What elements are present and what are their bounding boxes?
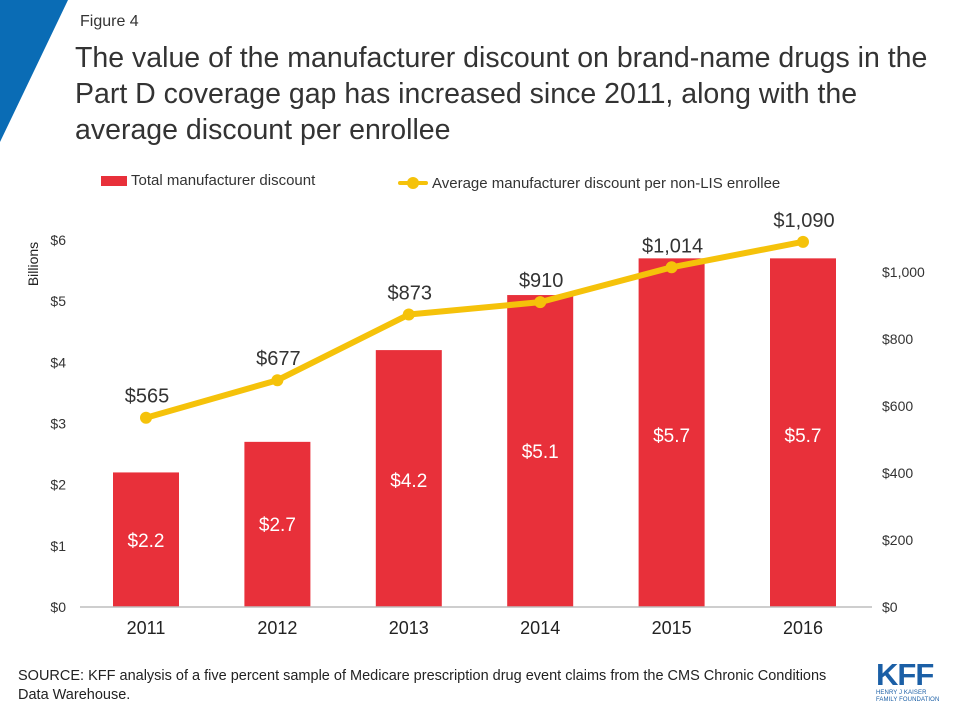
bar-data-label: $2.7 <box>259 515 296 536</box>
logo-line-1: HENRY J KAISER <box>876 690 927 696</box>
x-tick-label: 2012 <box>257 618 297 638</box>
y-right-tick-label: $1,000 <box>882 264 925 280</box>
legend-label-total-discount: Total manufacturer discount <box>131 172 316 189</box>
line-point-2015 <box>665 261 678 274</box>
bar-data-label: $5.7 <box>653 426 690 447</box>
x-tick-label: 2013 <box>389 618 429 638</box>
legend-swatch-bar <box>101 175 127 186</box>
bar-2011 <box>113 472 179 607</box>
bar-2016 <box>770 258 836 607</box>
line-data-label: $677 <box>256 348 301 370</box>
y-left-tick-label: $6 <box>50 232 66 248</box>
bar-2015 <box>638 258 705 607</box>
x-tick-label: 2014 <box>520 618 560 638</box>
chart-legend: Total manufacturer discount Average manu… <box>0 172 960 194</box>
y-left-tick-label: $3 <box>50 416 66 432</box>
y-right-tick-label: $800 <box>882 331 913 347</box>
y-left-tick-label: $4 <box>50 354 66 370</box>
x-tick-label: 2011 <box>127 618 166 638</box>
line-avg-discount <box>143 238 806 421</box>
y-left-axis-label: Billions <box>25 242 41 286</box>
line-data-label: $1,014 <box>642 235 703 257</box>
chart-title: The value of the manufacturer discount o… <box>75 42 928 146</box>
line-point-2012 <box>271 374 284 387</box>
legend-swatch-line <box>398 172 428 194</box>
logo-wordmark: KFF <box>876 657 934 692</box>
line-data-label: $873 <box>388 283 433 305</box>
bar-data-label: $5.7 <box>785 426 822 447</box>
y-left-tick-label: $2 <box>50 477 66 493</box>
bar-data-label: $2.2 <box>128 531 165 552</box>
bar-2012 <box>244 441 311 607</box>
y-right-tick-label: $400 <box>882 465 913 481</box>
y-right-tick-label: $600 <box>882 398 913 414</box>
y-right-tick-label: $200 <box>882 532 913 548</box>
line-point-2011 <box>140 411 152 424</box>
bar-data-label: $4.2 <box>390 471 427 492</box>
y-left-tick-label: $0 <box>50 599 66 615</box>
y-right-tick-label: $0 <box>882 599 898 615</box>
logo-line-2: FAMILY FOUNDATION <box>876 697 940 703</box>
line-data-label: $565 <box>125 386 170 408</box>
x-tick-label: 2016 <box>783 618 823 638</box>
bar-2014 <box>507 295 574 607</box>
figure-label: Figure 4 <box>80 13 139 30</box>
line-point-2013 <box>402 308 415 321</box>
line-point-2014 <box>534 296 547 309</box>
line-data-label: $1,090 <box>773 210 834 232</box>
bar-data-label: $5.1 <box>522 442 559 463</box>
y-left-tick-label: $1 <box>50 538 66 554</box>
line-data-label: $910 <box>519 270 564 292</box>
corner-triangle <box>0 0 68 142</box>
bar-2013 <box>375 350 442 607</box>
kff-logo: KFF HENRY J KAISER FAMILY FOUNDATION <box>876 657 946 704</box>
legend-item-avg-discount: Average manufacturer discount per non-LI… <box>398 172 780 194</box>
corner-accent <box>0 0 68 142</box>
y-left-tick-label: $5 <box>50 293 66 309</box>
legend-label-avg-discount: Average manufacturer discount per non-LI… <box>432 174 781 192</box>
x-tick-label: 2015 <box>652 618 692 638</box>
line-point-2016 <box>797 235 809 248</box>
source-note: SOURCE: KFF analysis of a five percent s… <box>18 668 827 703</box>
legend-item-total-discount: Total manufacturer discount <box>101 172 315 189</box>
